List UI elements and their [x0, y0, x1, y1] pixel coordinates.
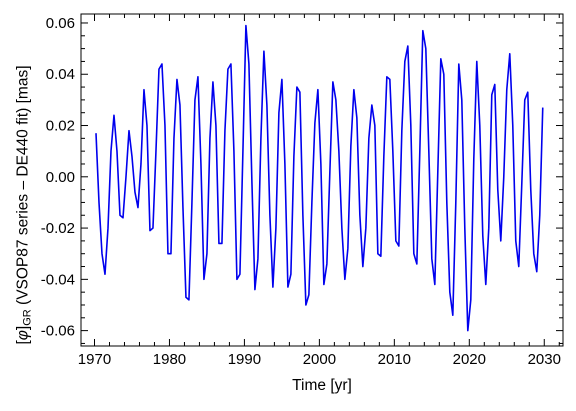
y-tick-label: -0.02: [41, 220, 75, 237]
y-tick-label: 0.02: [46, 118, 75, 135]
x-tick-label: 1970: [78, 351, 111, 368]
y-tick-label: -0.06: [41, 323, 75, 340]
x-tick-label: 1990: [228, 351, 261, 368]
axis-ticks: [81, 14, 563, 346]
x-tick-label: 1980: [153, 351, 186, 368]
y-tick-label: -0.04: [41, 271, 75, 288]
x-tick-label: 2020: [453, 351, 486, 368]
x-tick-label: 2030: [528, 351, 561, 368]
y-tick-label: 0.00: [46, 169, 75, 186]
x-axis-label: Time [yr]: [292, 377, 352, 394]
x-tick-label: 2000: [303, 351, 336, 368]
y-tick-label: 0.06: [46, 15, 75, 32]
y-tick-label: 0.04: [46, 66, 75, 83]
x-tick-label: 2010: [378, 351, 411, 368]
tick-labels: 1970 1980 1990 2000 2010 2020 2030 -0.06 -0.04 -0…: [41, 15, 561, 368]
series-line: [95, 24, 544, 332]
plot-frame: [80, 13, 564, 347]
